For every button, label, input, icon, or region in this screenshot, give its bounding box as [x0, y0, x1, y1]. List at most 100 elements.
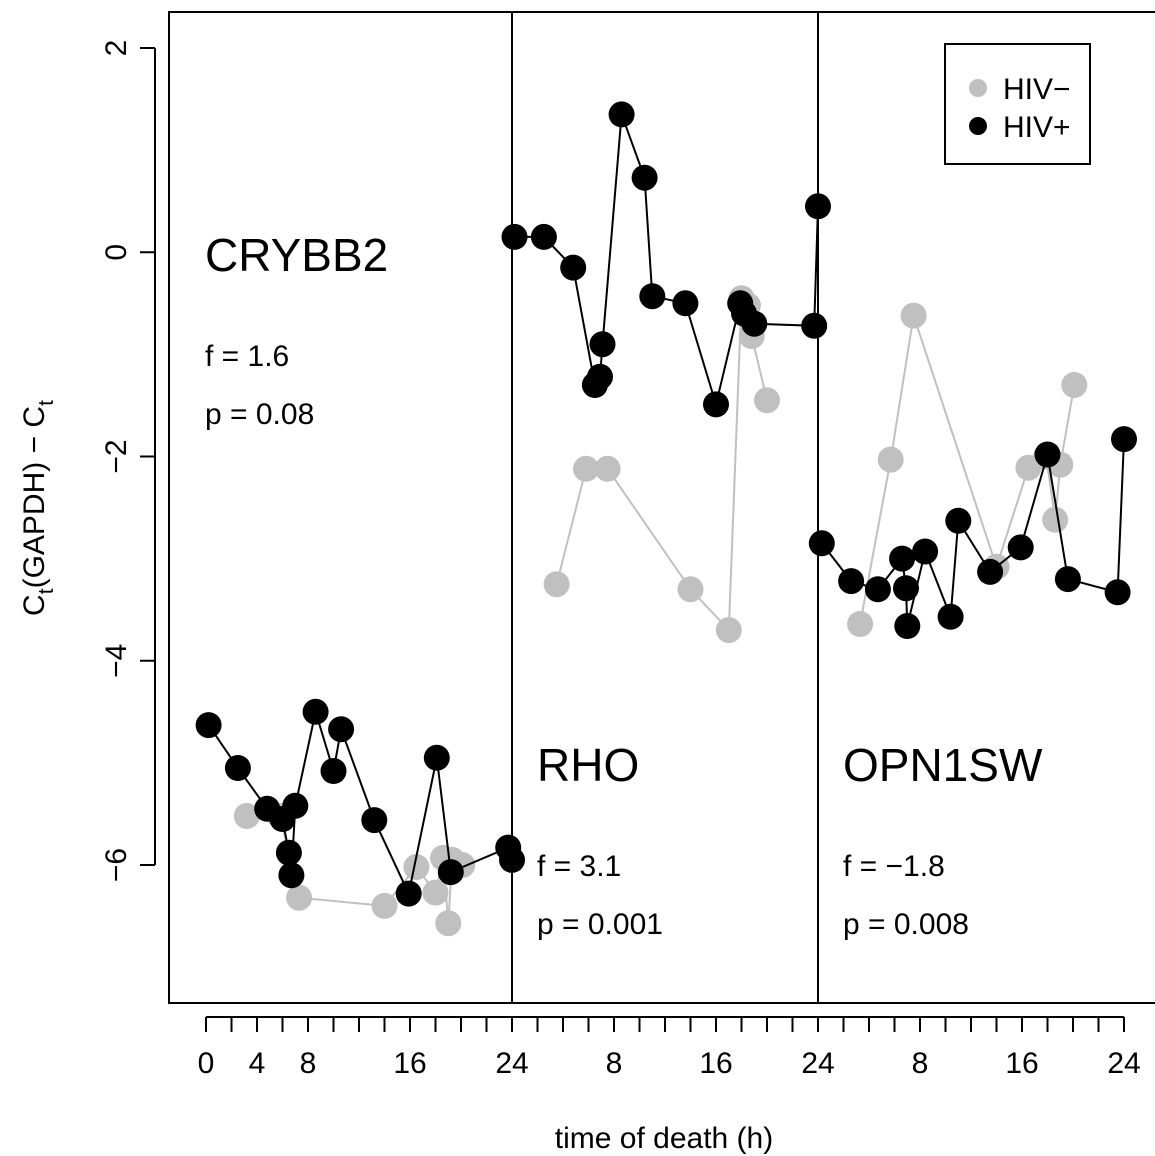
rho-hiv-pos-line — [514, 114, 819, 409]
crybb2-hiv-neg-point — [435, 910, 462, 937]
y-axis-title: Ct(GAPDH) − Ct — [18, 400, 58, 616]
panel-1-p: p = 0.08 — [205, 398, 314, 431]
x-tick-label: 24 — [495, 1047, 528, 1080]
legend: HIV− HIV+ — [944, 43, 1091, 165]
series-layer — [195, 101, 1137, 937]
crybb2-hiv-neg-point — [371, 892, 398, 919]
crybb2-hiv-pos-point — [499, 846, 525, 873]
opn1sw-hiv-pos-point — [1034, 441, 1061, 468]
x-tick-label: 24 — [1107, 1047, 1140, 1080]
x-tick-label: 8 — [300, 1047, 317, 1080]
legend-label-hiv-pos: HIV+ — [1003, 111, 1071, 144]
legend-marker-hiv-pos — [969, 117, 987, 135]
crybb2-hiv-pos-point — [395, 880, 422, 907]
x-tick-label: 16 — [393, 1047, 426, 1080]
opn1sw-hiv-pos-point — [864, 576, 891, 603]
rho-hiv-pos-point — [560, 254, 587, 281]
opn1sw-hiv-pos-point — [945, 507, 972, 534]
x-tick-label: 0 — [198, 1047, 215, 1080]
x-tick-label: 8 — [912, 1047, 929, 1080]
rho-hiv-pos-point — [530, 223, 557, 250]
crybb2-hiv-neg-point — [403, 854, 430, 880]
x-tick-label: 24 — [801, 1047, 834, 1080]
crybb2-hiv-neg-point — [286, 884, 313, 911]
rho-hiv-pos-point — [587, 363, 613, 390]
opn1sw-hiv-pos-point — [893, 575, 919, 602]
opn1sw-hiv-pos-point — [808, 530, 835, 557]
crybb2-hiv-pos-point — [302, 698, 329, 725]
crybb2-hiv-neg-point — [422, 879, 449, 906]
crybb2-hiv-pos-point — [437, 859, 464, 886]
crybb2-hiv-pos-point — [224, 755, 251, 781]
opn1sw-hiv-neg-point — [1061, 372, 1088, 398]
y-axis-title-main: C — [18, 594, 51, 616]
rho-hiv-pos-point — [672, 290, 699, 317]
plot-frame — [168, 11, 1155, 1004]
legend-label-hiv-neg: HIV− — [1003, 73, 1071, 106]
crybb2-hiv-pos-point — [361, 807, 388, 834]
x-axis: 0 4 8 16 24 8 16 24 8 16 24 — [198, 1016, 1141, 1080]
crybb2-hiv-neg-point — [233, 803, 260, 829]
opn1sw-hiv-neg-point — [847, 611, 874, 637]
panel-3-f: f = −1.8 — [843, 850, 945, 883]
panel-3-gene: OPN1SW — [843, 739, 1043, 791]
rho-hiv-neg-point — [573, 455, 599, 482]
panel-2-p: p = 0.001 — [537, 908, 663, 941]
opn1sw-hiv-pos-point — [937, 603, 964, 630]
y-axis: 2 0 −2 −4 −6 — [100, 40, 156, 882]
y-axis-title-mid: (GAPDH) − C — [18, 406, 51, 589]
rho-hiv-neg-point — [594, 455, 621, 482]
crybb2-hiv-pos-point — [328, 716, 355, 743]
opn1sw-hiv-pos-point — [838, 568, 865, 595]
opn1sw-hiv-pos-point — [1054, 566, 1081, 593]
rho-hiv-pos-point — [703, 391, 729, 418]
rho-hiv-pos-point — [501, 223, 528, 250]
rho-hiv-pos-point — [801, 312, 828, 339]
legend-box — [944, 43, 1091, 165]
crybb2-hiv-pos-point — [423, 744, 450, 771]
opn1sw-hiv-pos-point — [912, 538, 939, 565]
y-tick-label: 2 — [100, 40, 133, 57]
rho-hiv-neg-point — [543, 571, 570, 598]
x-tick-label: 8 — [606, 1047, 623, 1080]
opn1sw-hiv-pos-point — [889, 545, 916, 572]
crybb2-hiv-pos-point — [278, 862, 305, 889]
crybb2-hiv-pos-point — [195, 712, 222, 739]
y-axis-title-sub2: t — [35, 400, 58, 406]
rho-hiv-pos-point — [805, 193, 831, 220]
rho-hiv-pos-point — [639, 283, 666, 310]
opn1sw-hiv-neg-point — [877, 446, 904, 473]
crybb2-hiv-pos-point — [275, 839, 302, 866]
x-tick-label: 16 — [1005, 1047, 1038, 1080]
x-tick-label: 4 — [249, 1047, 266, 1080]
legend-marker-hiv-neg — [969, 79, 987, 97]
panel-2-f: f = 3.1 — [537, 850, 621, 883]
rho-hiv-pos-point — [631, 164, 658, 191]
crybb2-hiv-pos-line — [207, 707, 513, 897]
y-tick-label: 0 — [100, 244, 133, 261]
panel-2-gene: RHO — [537, 739, 639, 791]
y-axis-title-sub1: t — [35, 588, 58, 594]
opn1sw-hiv-pos-point — [1104, 579, 1131, 606]
y-tick-label: −2 — [100, 439, 133, 473]
opn1sw-hiv-pos-point — [977, 558, 1004, 585]
y-tick-label: −6 — [100, 848, 133, 882]
rho-hiv-pos-point — [741, 310, 768, 337]
opn1sw-hiv-pos-point — [894, 613, 921, 639]
rho-hiv-pos-point — [608, 101, 635, 128]
rho-hiv-pos-point — [589, 331, 616, 358]
crybb2-hiv-pos-point — [282, 792, 309, 819]
rho-hiv-neg-point — [754, 387, 780, 414]
x-tick-label: 16 — [699, 1047, 732, 1080]
panel-3-p: p = 0.008 — [843, 908, 969, 941]
crybb2-hiv-pos-point — [320, 758, 347, 784]
rho-hiv-neg-point — [715, 617, 742, 644]
opn1sw-hiv-neg-point — [1042, 506, 1069, 533]
opn1sw-hiv-pos-point — [1007, 534, 1034, 561]
y-tick-label: −4 — [100, 644, 133, 678]
panel-1-gene: CRYBB2 — [205, 229, 388, 281]
x-axis-title: time of death (h) — [555, 1122, 773, 1155]
opn1sw-hiv-neg-point — [900, 302, 927, 329]
opn1sw-hiv-pos-line — [821, 439, 1125, 627]
